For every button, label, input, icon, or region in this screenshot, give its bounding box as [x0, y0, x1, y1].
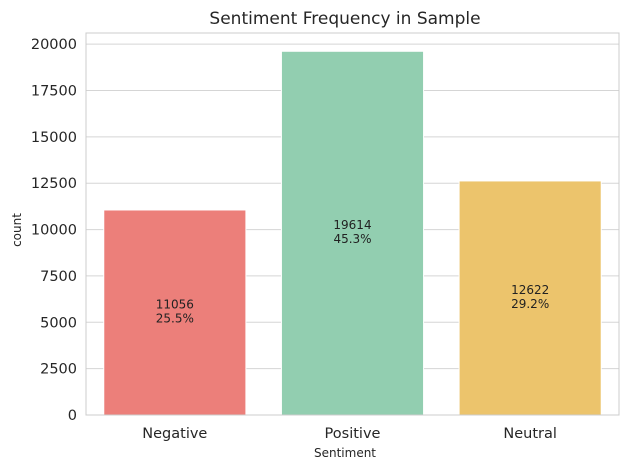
- x-tick-label: Negative: [142, 426, 207, 442]
- chart-title: Sentiment Frequency in Sample: [209, 9, 480, 29]
- y-tick-labels: 0 2500 5000 7500 10000 12500 15000 17500 20000: [31, 37, 77, 424]
- y-tick-label: 10000: [31, 223, 77, 239]
- x-tick-label: Positive: [325, 426, 381, 442]
- bars: [103, 50, 602, 416]
- plot-frame: [85, 32, 620, 416]
- y-tick-label: 0: [68, 408, 77, 424]
- data-label-percent: 25.5%: [156, 311, 194, 325]
- data-label-count: 19614: [333, 218, 371, 232]
- data-label-count: 11056: [156, 297, 194, 311]
- data-label-count: 12622: [511, 283, 549, 297]
- y-tick-label: 20000: [31, 37, 77, 53]
- x-axis-label: Sentiment: [314, 446, 376, 460]
- x-tick-labels: Negative Positive Neutral: [142, 426, 557, 442]
- y-tick-label: 15000: [31, 130, 77, 146]
- data-labels: 11056 25.5% 19614 45.3% 12622 29.2%: [156, 218, 550, 325]
- y-tick-label: 17500: [31, 83, 77, 99]
- data-label: 19614 45.3%: [333, 218, 371, 246]
- y-tick-label: 5000: [40, 315, 77, 331]
- y-tick-label: 2500: [40, 362, 77, 378]
- data-label-percent: 29.2%: [511, 297, 549, 311]
- data-label: 11056 25.5%: [156, 297, 194, 325]
- y-tick-label: 12500: [31, 176, 77, 192]
- y-tick-label: 7500: [40, 269, 77, 285]
- bar-negative: [103, 209, 247, 416]
- x-tick-label: Neutral: [503, 426, 557, 442]
- bar-positive: [280, 50, 425, 416]
- data-label-percent: 45.3%: [333, 232, 371, 246]
- y-axis-label: count: [10, 213, 24, 247]
- data-label: 12622 29.2%: [511, 283, 549, 311]
